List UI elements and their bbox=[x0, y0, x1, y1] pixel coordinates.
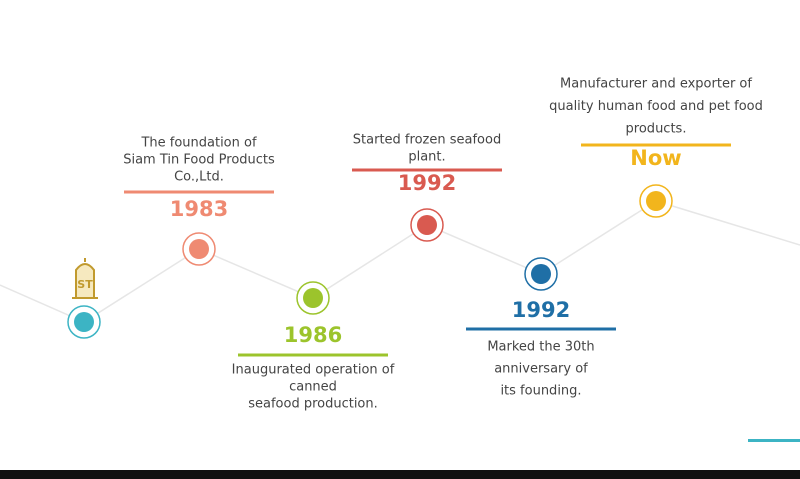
description-line: plant. bbox=[408, 150, 445, 165]
accent-line bbox=[748, 439, 800, 442]
node-dot bbox=[189, 239, 209, 259]
node-dot bbox=[74, 312, 94, 332]
svg-text:ST: ST bbox=[77, 278, 93, 291]
node-dot bbox=[417, 215, 437, 235]
description-line: Co.,Ltd. bbox=[174, 170, 224, 185]
description-line: products. bbox=[626, 122, 687, 137]
year: 1992 bbox=[398, 171, 456, 195]
rule bbox=[124, 190, 274, 194]
year: 1983 bbox=[170, 197, 228, 221]
rule bbox=[238, 353, 388, 357]
year: Now bbox=[630, 146, 681, 170]
description-line: Manufacturer and exporter of bbox=[560, 77, 752, 92]
bottom-bar bbox=[0, 470, 800, 479]
description-line: Marked the 30th bbox=[487, 340, 594, 355]
rule bbox=[581, 143, 731, 147]
description-line: its founding. bbox=[500, 384, 581, 399]
node-dot bbox=[531, 264, 551, 284]
description-line: quality human food and pet food bbox=[549, 99, 763, 114]
node-dot bbox=[303, 288, 323, 308]
description-line: anniversary of bbox=[494, 362, 588, 377]
description-line: Started frozen seafood bbox=[353, 133, 501, 148]
description-line: Inaugurated operation of bbox=[232, 363, 395, 378]
description-line: canned bbox=[289, 380, 337, 395]
logo: ST bbox=[72, 258, 98, 299]
node-dot bbox=[646, 191, 666, 211]
connector bbox=[0, 200, 800, 323]
year: 1986 bbox=[284, 323, 342, 347]
rule bbox=[352, 168, 502, 172]
description-line: Siam Tin Food Products bbox=[123, 153, 275, 168]
rule bbox=[466, 327, 616, 331]
description-line: The foundation of bbox=[140, 136, 257, 151]
description-line: seafood production. bbox=[248, 397, 378, 412]
year: 1992 bbox=[512, 298, 570, 322]
